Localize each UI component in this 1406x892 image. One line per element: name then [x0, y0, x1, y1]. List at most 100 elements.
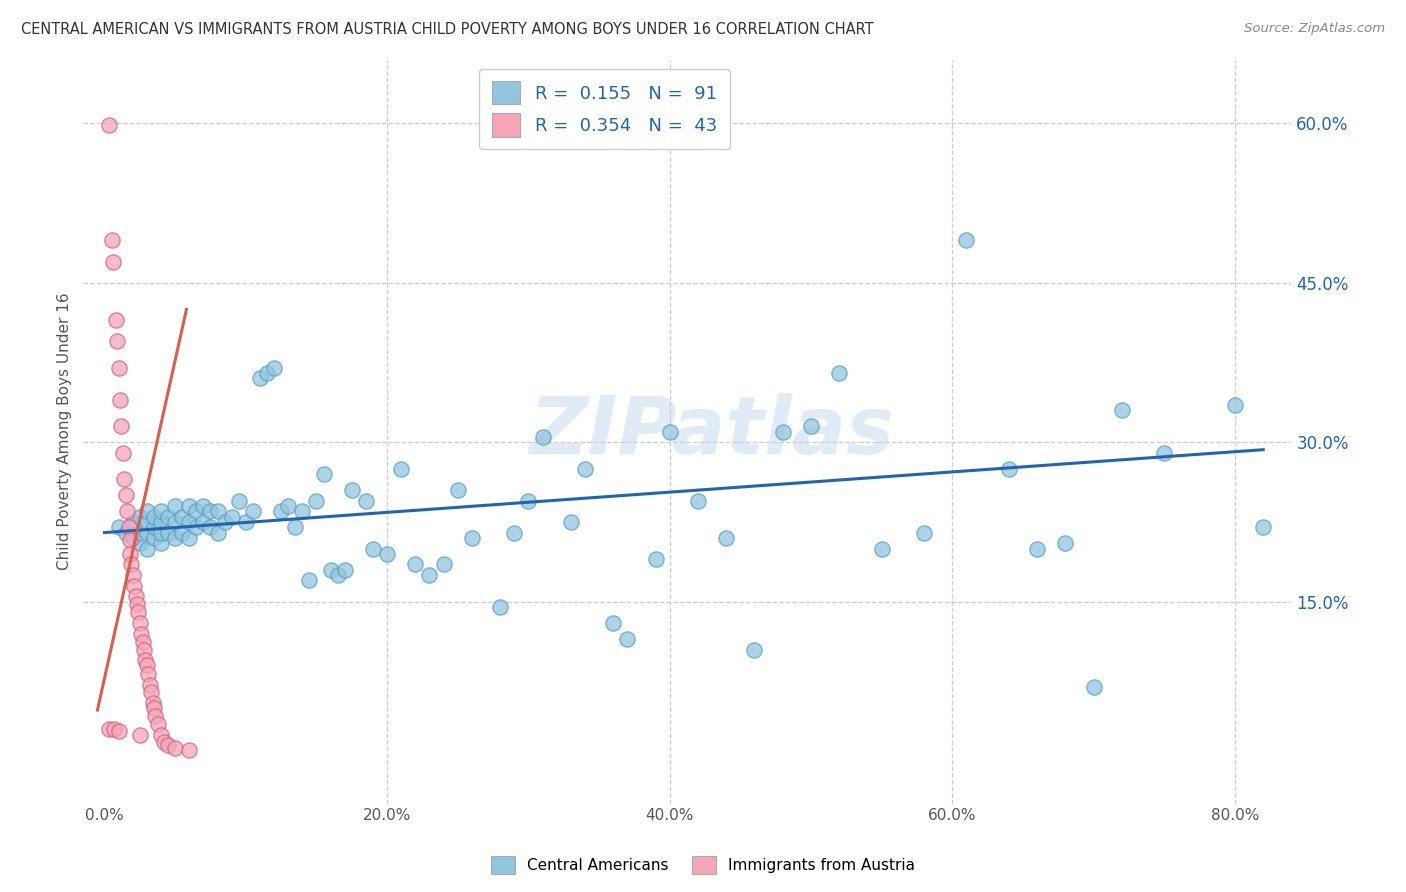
Point: [135, 525, 157, 540]
Point: [129, 626, 152, 640]
Point: [531, 430, 554, 444]
Point: [186, 520, 208, 534]
Point: [602, 615, 624, 630]
Point: [214, 515, 236, 529]
Point: [193, 515, 215, 529]
Point: [256, 366, 278, 380]
Point: [658, 425, 681, 439]
Point: [200, 504, 222, 518]
Point: [716, 531, 738, 545]
Point: [124, 590, 146, 604]
Point: [228, 493, 250, 508]
Point: [134, 653, 156, 667]
Legend: R =  0.155   N =  91, R =  0.354   N =  43: R = 0.155 N = 91, R = 0.354 N = 43: [479, 69, 730, 149]
Point: [115, 504, 138, 518]
Point: [135, 515, 157, 529]
Point: [172, 525, 194, 540]
Point: [131, 635, 153, 649]
Point: [333, 563, 356, 577]
Point: [103, 723, 125, 737]
Point: [128, 727, 150, 741]
Point: [128, 509, 150, 524]
Point: [270, 504, 292, 518]
Point: [112, 472, 135, 486]
Point: [121, 531, 143, 545]
Point: [574, 462, 596, 476]
Point: [340, 483, 363, 497]
Point: [517, 493, 540, 508]
Point: [912, 525, 935, 540]
Point: [375, 547, 398, 561]
Point: [179, 531, 201, 545]
Point: [128, 525, 150, 540]
Point: [644, 552, 666, 566]
Point: [221, 509, 243, 524]
Point: [489, 599, 512, 614]
Point: [284, 520, 307, 534]
Point: [433, 558, 456, 572]
Point: [418, 568, 440, 582]
Point: [120, 558, 142, 572]
Point: [503, 525, 526, 540]
Point: [319, 563, 342, 577]
Point: [207, 525, 229, 540]
Text: ZIPatlas: ZIPatlas: [529, 392, 894, 471]
Point: [361, 541, 384, 556]
Point: [179, 499, 201, 513]
Point: [186, 504, 208, 518]
Point: [312, 467, 335, 482]
Point: [165, 531, 187, 545]
Point: [135, 541, 157, 556]
Point: [870, 541, 893, 556]
Point: [157, 738, 180, 752]
Point: [447, 483, 470, 497]
Point: [118, 547, 141, 561]
Point: [200, 520, 222, 534]
Point: [249, 371, 271, 385]
Point: [107, 520, 129, 534]
Point: [235, 515, 257, 529]
Point: [132, 642, 155, 657]
Point: [179, 515, 201, 529]
Legend: Central Americans, Immigrants from Austria: Central Americans, Immigrants from Austr…: [485, 850, 921, 880]
Point: [150, 536, 173, 550]
Point: [121, 515, 143, 529]
Point: [207, 504, 229, 518]
Point: [404, 558, 426, 572]
Point: [686, 493, 709, 508]
Point: [150, 515, 173, 529]
Point: [118, 533, 141, 547]
Point: [1083, 680, 1105, 694]
Point: [800, 419, 823, 434]
Point: [1054, 536, 1077, 550]
Point: [179, 743, 201, 757]
Point: [100, 233, 122, 247]
Point: [263, 360, 285, 375]
Point: [955, 233, 977, 247]
Point: [998, 462, 1021, 476]
Y-axis label: Child Poverty Among Boys Under 16: Child Poverty Among Boys Under 16: [58, 293, 72, 570]
Text: CENTRAL AMERICAN VS IMMIGRANTS FROM AUSTRIA CHILD POVERTY AMONG BOYS UNDER 16 CO: CENTRAL AMERICAN VS IMMIGRANTS FROM AUST…: [21, 22, 873, 37]
Point: [1026, 541, 1049, 556]
Point: [107, 724, 129, 739]
Point: [138, 677, 160, 691]
Point: [1223, 398, 1246, 412]
Point: [142, 531, 165, 545]
Point: [298, 574, 321, 588]
Point: [143, 709, 166, 723]
Point: [291, 504, 314, 518]
Point: [127, 605, 149, 619]
Point: [354, 493, 377, 508]
Point: [153, 735, 176, 749]
Point: [389, 462, 412, 476]
Point: [108, 392, 131, 407]
Point: [326, 568, 349, 582]
Point: [165, 499, 187, 513]
Point: [305, 493, 328, 508]
Point: [142, 701, 165, 715]
Point: [121, 568, 143, 582]
Point: [139, 685, 162, 699]
Point: [128, 536, 150, 550]
Point: [105, 334, 128, 349]
Point: [111, 446, 134, 460]
